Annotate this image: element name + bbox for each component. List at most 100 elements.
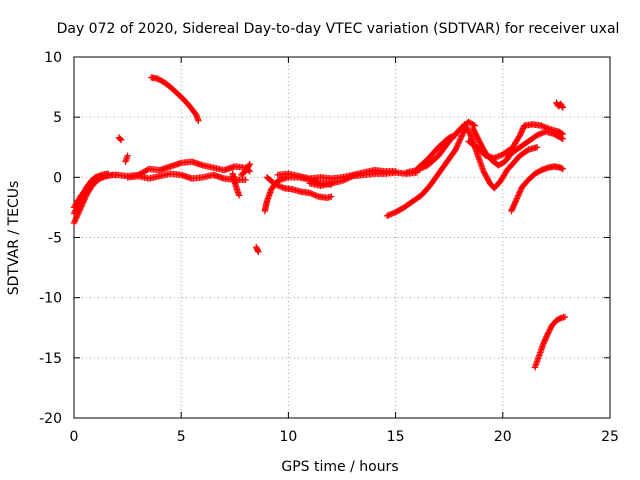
data-point-marker [513,196,520,204]
data-point-marker [313,192,321,200]
series-arc-6 [147,74,202,124]
data-point-marker [511,199,519,206]
data-point-marker [235,192,243,199]
x-tick-label: 25 [601,429,619,445]
data-point-marker [515,192,522,199]
series-arc-9 [229,170,243,199]
data-point-marker [453,145,460,152]
data-point-marker [96,172,103,180]
data-point-marker [70,210,78,217]
data-point-marker [460,129,467,136]
axis-ticks [73,56,611,419]
data-point-marker [546,326,554,333]
data-point-marker [273,181,281,189]
data-point-marker [541,337,548,344]
data-point-marker [348,173,355,180]
data-point-marker [276,183,284,190]
data-point-marker [542,336,549,343]
y-tick-label: -5 [48,231,62,247]
chart-title: Day 072 of 2020, Sidereal Day-to-day VTE… [57,21,620,37]
data-point-marker [512,198,519,205]
data-point-marker [517,186,525,194]
data-point-marker [543,124,551,132]
data-point-marker [279,184,286,191]
data-point-marker [455,140,462,148]
y-tick-label: -20 [39,411,62,427]
data-point-marker [452,132,459,139]
y-tick-label: 10 [44,50,62,66]
data-point-marker [542,334,550,342]
series-arc-7 [115,134,125,144]
data-point-marker [516,132,524,139]
data-point-marker [539,122,547,130]
data-point-marker [539,129,547,137]
series-arc-10 [238,160,254,179]
data-point-marker [495,153,502,160]
data-point-marker [389,210,396,217]
data-point-marker [546,327,553,335]
data-point-marker [388,210,395,218]
data-point-marker [105,170,112,177]
data-point-marker [71,208,78,216]
data-point-marker [95,173,102,181]
series-arc-23 [508,163,567,215]
data-point-marker [306,189,314,197]
data-point-marker [458,132,466,139]
x-tick-label: 10 [279,429,297,445]
data-point-marker [536,130,544,138]
data-point-marker [516,188,524,195]
data-point-marker [278,183,285,191]
data-point-marker [74,211,81,219]
data-point-marker [73,214,80,221]
data-point-marker [312,192,319,199]
data-point-marker [328,193,335,200]
y-axis-label: SDTVAR / TECUs [6,181,22,296]
series-arc-3 [70,172,103,211]
data-point-marker [72,217,79,224]
data-point-marker [242,176,249,183]
data-point-marker [308,190,315,197]
data-point-marker [559,165,567,173]
data-point-marker [543,333,550,340]
data-point-marker [510,202,518,209]
data-point-marker [309,190,316,198]
series-arc-22 [503,121,567,163]
data-point-marker [71,218,78,225]
x-tick-label: 20 [494,429,512,445]
data-point-marker [385,212,392,219]
data-point-marker [540,340,547,347]
data-point-marker [535,131,542,138]
y-tick-label: 0 [53,170,62,186]
x-axis-tick-labels: 0 5 10 15 20 25 [70,429,619,445]
y-axis-tick-labels: -20 -15 -10 -5 0 5 10 [39,50,62,427]
x-tick-label: 15 [387,429,405,445]
data-point-marker [246,160,254,168]
data-point-marker [195,117,202,124]
data-point-marker [559,104,567,111]
data-point-marker [492,154,499,161]
data-point-marker [455,139,463,146]
x-tick-label: 0 [70,429,79,445]
data-point-marker [542,124,549,131]
data-point-marker [117,136,125,144]
data-point-marker [310,191,318,198]
data-point-marker [453,143,461,150]
y-tick-label: -10 [39,291,62,307]
data-point-marker [508,207,515,215]
data-point-marker [272,181,279,188]
data-point-marker [545,125,552,132]
data-point-marker [517,130,524,138]
data-point-marker [508,206,516,213]
data-point-marker [544,331,551,339]
series-arc-4 [113,158,254,180]
series-arc-25 [531,313,569,371]
data-point-marker [456,137,463,145]
data-point-marker [544,330,552,337]
data-point-marker [516,189,523,196]
data-point-marker [117,136,124,143]
data-point-marker [511,200,518,208]
data-point-marker [533,132,541,139]
data-point-marker [510,203,517,211]
data-point-marker [452,146,459,153]
data-point-marker [386,211,394,218]
